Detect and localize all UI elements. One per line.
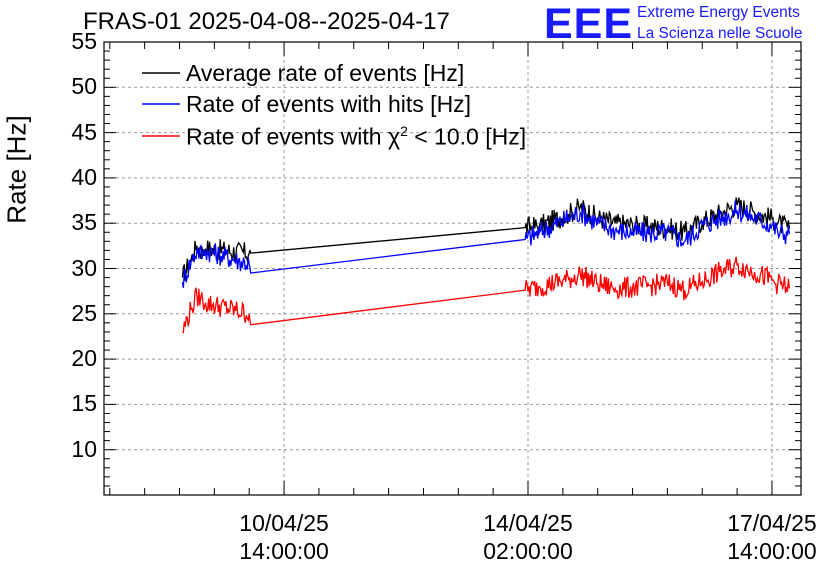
y-tick-label: 25 [71, 299, 97, 326]
y-tick-label: 35 [71, 209, 97, 236]
y-tick-label: 20 [71, 345, 97, 372]
x-tick-label: 14/04/25 02:00:00 [483, 510, 573, 564]
legend-hits-label: Rate of events with hits [Hz] [186, 91, 472, 117]
series-line-2 [181, 200, 791, 289]
y-tick-label: 15 [71, 390, 97, 417]
legend-average-label: Average rate of events [Hz] [186, 60, 465, 86]
y-tick-label: 30 [71, 254, 97, 281]
y-tick-label: 50 [71, 73, 97, 100]
logo-line-2: La Scienza nelle Scuole [637, 25, 803, 42]
x-tick-label: 10/04/25 14:00:00 [239, 510, 329, 564]
series-line-3 [182, 256, 791, 334]
x-tick-label: 17/04/25 14:00:00 [727, 510, 817, 564]
y-tick-label: 55 [71, 28, 97, 54]
eee-logo: EEE [544, 0, 634, 48]
y-tick-label: 45 [71, 118, 97, 145]
chart-title: FRAS-01 2025-04-08--2025-04-17 [83, 8, 450, 35]
y-tick-label: 10 [71, 435, 97, 462]
logo-line-1: Extreme Energy Events [637, 4, 800, 21]
y-tick-label: 40 [71, 163, 97, 190]
legend-chi2-label: Rate of events with χ2 < 10.0 [Hz] [186, 123, 527, 150]
